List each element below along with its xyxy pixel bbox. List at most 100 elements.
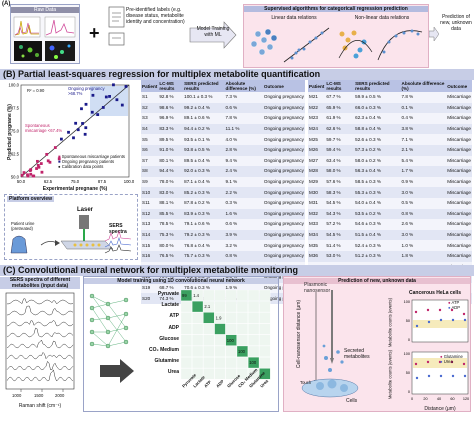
counts-ytick-bottom: 100 (404, 352, 410, 356)
table-cell: Miscarriage (446, 166, 472, 177)
heatmap-cell (203, 334, 215, 346)
table-row: M27 63.4 % 58.0 ± 0.2 % 5.4 % Miscarriage (308, 155, 472, 167)
heatmap-cell (181, 312, 192, 324)
spectrum-line (6, 327, 74, 338)
table-left-header-4: Outcome (262, 80, 305, 92)
heatmap-cell (225, 357, 237, 369)
panel-b-title: Partial least-squares regression for mul… (18, 69, 321, 79)
miscarriage-point (35, 167, 38, 170)
adp-point (439, 318, 443, 322)
heatmap-cell (248, 323, 260, 335)
ongoing-point (84, 102, 88, 106)
prediction-text: Prediction of new, unknown data (440, 14, 472, 32)
cells-label: Cells (346, 398, 358, 404)
legend-atp: ATP (451, 300, 460, 305)
atp-point (450, 308, 454, 312)
table-cell: 0.6 % (224, 102, 263, 114)
table-cell: 62.6 % (325, 123, 355, 135)
spectra-xlabel: Raman shift (cm⁻¹) (18, 403, 62, 409)
table-cell: 58.5 ± 0.3 % (354, 176, 401, 188)
table-left-wrap: Patient LC-MS results SERS predicted resul… (141, 80, 305, 304)
table-left-header-2: SERS predicted results (183, 80, 225, 92)
table-row: S5 89.5 % 93.5 ± 0.1 % 4.0 % Ongoing pregnan… (141, 134, 305, 145)
spectrum-line (7, 298, 74, 305)
table-cell: Miscarriage (446, 123, 472, 135)
counts-ytick-top: 0 (408, 338, 410, 342)
distance-ylabel: Cell-nanosensor distance (μm) (296, 299, 302, 369)
heatmap-cell (192, 290, 204, 301)
table-row: M31 54.5 % 54.0 ± 0.4 % 0.5 % Miscarriage (308, 197, 472, 209)
table-cell: 9.1 % (224, 176, 263, 188)
counts-ytick-bottom: 50 (406, 371, 410, 375)
counts-ytick-top: 50 (406, 319, 410, 323)
table-cell: 76.8 ± 0.4 % (183, 240, 225, 251)
table-row: S1 92.8 % 100.1 ± 0.3 % 7.3 % Ongoing pregna… (141, 92, 305, 103)
table-cell: S12 (141, 208, 159, 220)
table-cell: 51.2 ± 0.3 % (354, 250, 401, 262)
spectrum-line (6, 305, 74, 316)
table-cell: 94.4 ± 0.2 % (183, 123, 225, 135)
secreted-label: Secreted metabolites (344, 348, 370, 360)
miscarriage-point (37, 165, 41, 169)
heatmap-cell (192, 323, 204, 335)
table-cell: 0.3 % (224, 197, 263, 209)
table-cell: Miscarriage (446, 92, 472, 103)
table-cell: M22 (308, 102, 326, 114)
table-cell: 93.5 ± 0.1 % (183, 134, 225, 145)
glutamine-point (426, 360, 430, 364)
table-cell: S6 (141, 144, 159, 156)
b-xtick-label: 75.0 (71, 179, 80, 184)
ongoing-point (76, 128, 80, 132)
heatmap-cell (225, 312, 237, 324)
urea-point (415, 376, 419, 380)
heatmap-cell (181, 345, 192, 357)
supervised-graphic (250, 27, 423, 63)
heatmap-cell (248, 290, 260, 301)
legend-ongoing: Ongoing pregnancy patients (61, 159, 115, 164)
table-cell: 66.0 ± 0.3 % (354, 102, 401, 114)
table-row: S6 91.0 % 93.8 ± 0.5 % 2.8 % Ongoing pregnan… (141, 144, 305, 156)
ongoing-point (84, 126, 88, 130)
heatmap-cell (225, 368, 237, 380)
table-cell: 58.8 ± 0.4 % (354, 123, 401, 135)
table-cell: Ongoing pregnancy (262, 240, 305, 251)
results-table-left: Patient LC-MS results SERS predicted resul… (141, 80, 305, 304)
heatmap-cell (181, 290, 192, 301)
table-cell: Ongoing pregnancy (262, 123, 305, 135)
table-row: M29 57.6 % 58.5 ± 0.3 % 0.9 % Miscarriage (308, 176, 472, 188)
table-cell: S14 (141, 229, 159, 241)
ongoing-point (112, 83, 115, 87)
table-row: S4 83.3 % 94.4 ± 0.2 % 11.1 % Ongoing pregna… (141, 123, 305, 135)
table-row: M21 67.7 % 59.9 ± 0.5 % 7.8 % Miscarriage (308, 92, 472, 103)
model-training-text: Model Training with ML (196, 26, 230, 38)
platform-title: Platform overview (7, 196, 55, 202)
r2-label: R² = 0.90 (27, 88, 45, 93)
table-cell: 2.6 % (400, 219, 447, 230)
table-cell: 89.5 ± 0.4 % (183, 155, 225, 167)
legend-urea: Urea (443, 359, 453, 364)
table-cell: Miscarriage (446, 144, 472, 156)
heatmap-cell (214, 334, 226, 346)
spectra-plot (5, 292, 75, 392)
table-row: M32 54.3 % 53.5 ± 0.2 % 0.8 % Miscarriage (308, 208, 472, 220)
table-cell: M26 (308, 144, 326, 156)
table-cell: S19 (141, 282, 159, 294)
legend-misc: Spontaneous miscarriage patients (61, 154, 126, 159)
spectra-tick-2: 1500 (34, 393, 44, 398)
table-right-header-3: Absolute difference (%) (400, 80, 447, 92)
table-row: S11 88.1 % 87.8 ± 0.2 % 0.3 % Ongoing pregna… (141, 197, 305, 209)
training-arrow (189, 21, 237, 49)
table-cell: 65.9 % (325, 102, 355, 114)
table-cell: M21 (308, 92, 326, 103)
touch-label: Touch (300, 380, 312, 385)
ongoing-point (91, 93, 95, 97)
raw-data-box: Raw Data (10, 4, 80, 64)
table-cell: 3.8 % (400, 123, 447, 135)
heatmap-cell (259, 323, 271, 335)
table-cell: Miscarriage (446, 219, 472, 230)
counts-xtick: 40 (437, 397, 441, 401)
table-cell: Ongoing pregnancy (262, 250, 305, 262)
table-cell: 67.7 % (325, 92, 355, 103)
heatmap-cell (192, 357, 204, 369)
